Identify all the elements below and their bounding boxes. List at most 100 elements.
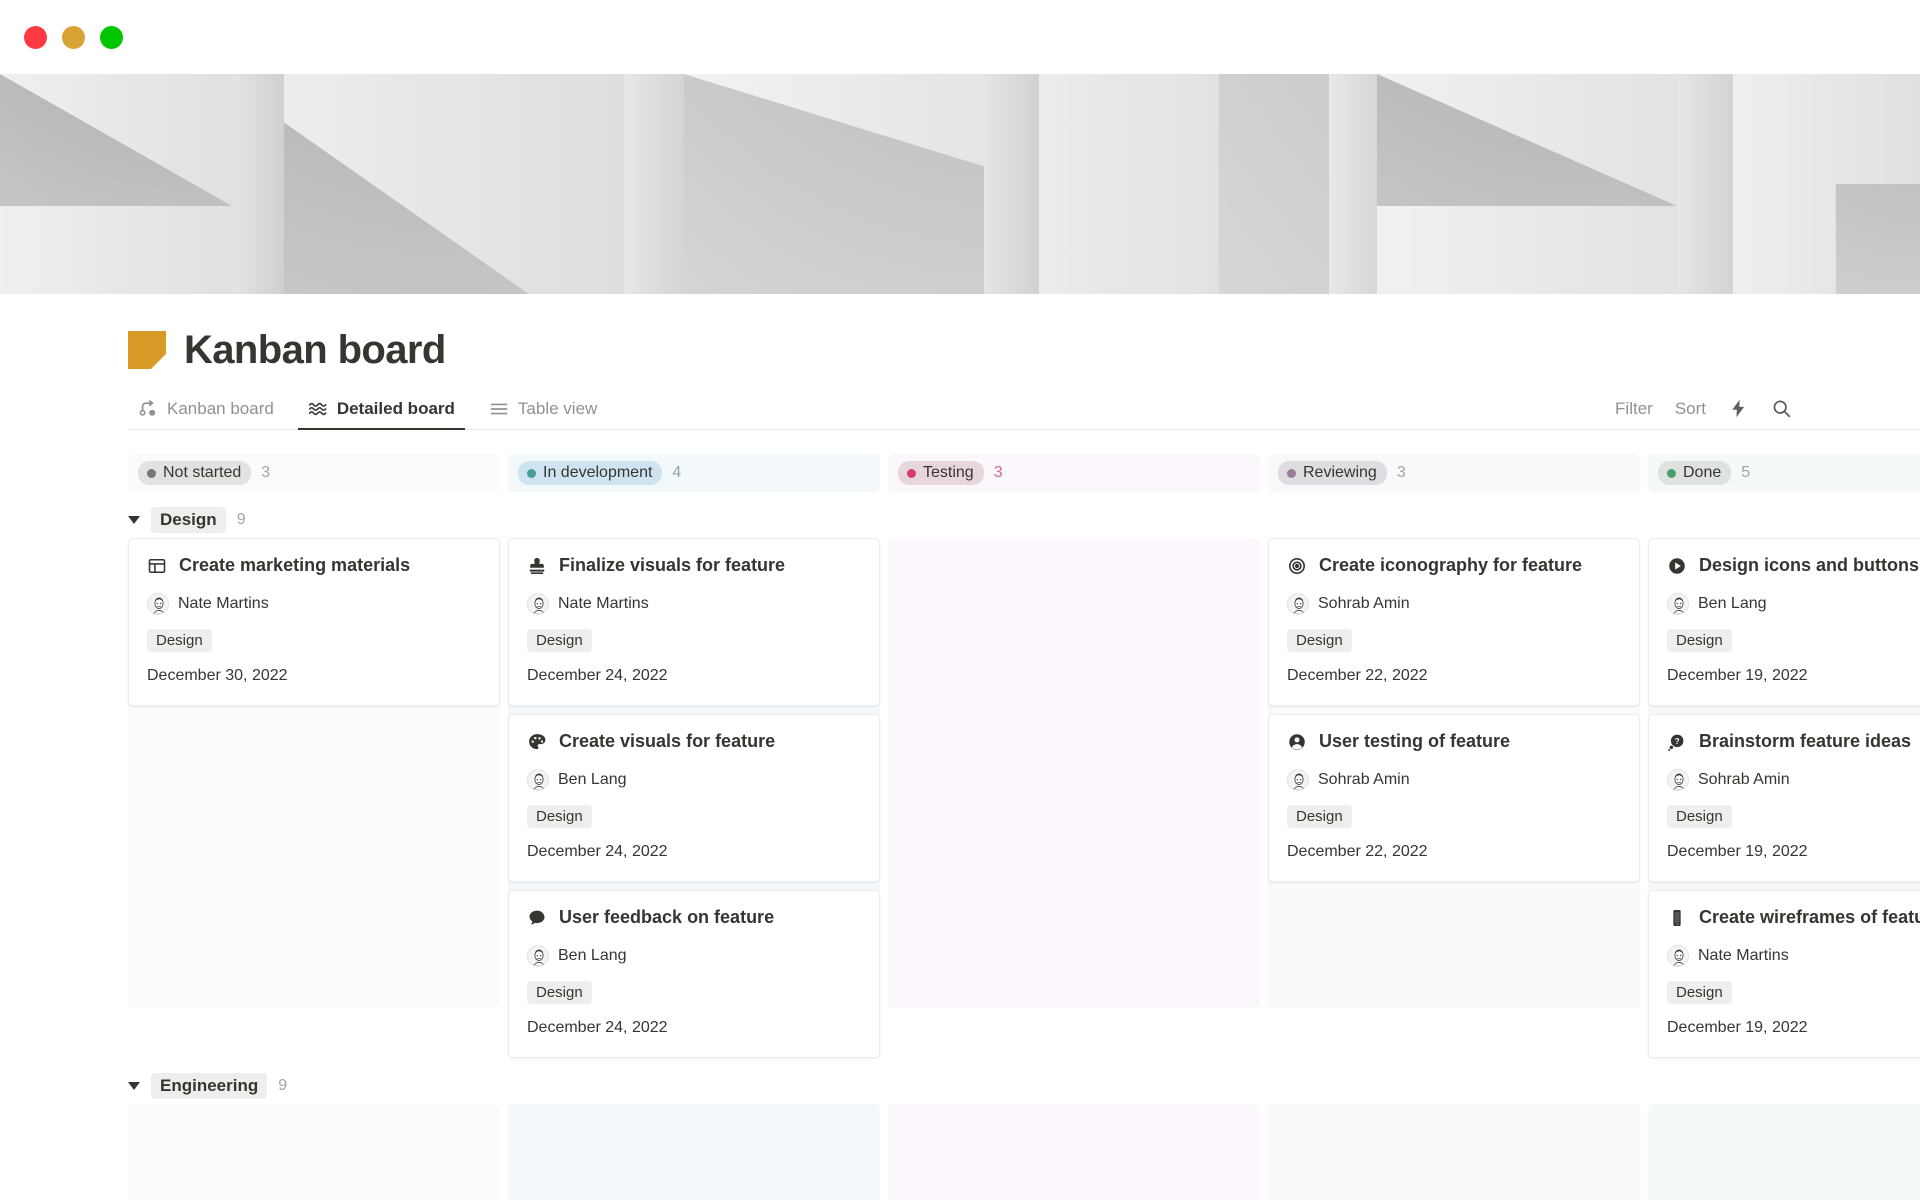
wavy-lines-icon — [308, 399, 328, 419]
status-label: Not started — [163, 464, 242, 481]
column-count: 4 — [672, 464, 682, 481]
card-tag-row: Design — [527, 981, 861, 1019]
column-header-not-started[interactable]: Not started 3 — [128, 454, 500, 492]
column-count: 3 — [1396, 464, 1406, 481]
assignee-name: Sohrab Amin — [1318, 595, 1410, 612]
card-stack — [128, 1104, 500, 1200]
card-date: December 19, 2022 — [1667, 667, 1808, 684]
palette-icon — [527, 732, 547, 752]
play-circle-icon — [1667, 556, 1687, 576]
card-title: Design icons and buttons — [1699, 555, 1920, 575]
assignee-name: Nate Martins — [558, 595, 649, 612]
card-title: Create visuals for feature — [559, 731, 776, 751]
card-tag: Design — [1667, 629, 1732, 652]
avatar — [1287, 593, 1309, 615]
status-dot — [1287, 468, 1296, 478]
status-label: Done — [1683, 464, 1722, 481]
close-button[interactable] — [24, 25, 47, 49]
board-column: Testing 3 — [888, 454, 1260, 492]
card-assignee: Nate Martins — [147, 593, 481, 615]
card-stack — [1268, 1104, 1640, 1200]
kanban-card[interactable]: Design icons and buttons Ben Lang Design De… — [1648, 538, 1920, 706]
card-title-row: Create iconography for feature — [1287, 555, 1621, 576]
card-stack: Design icons and buttons Ben Lang Design De… — [1648, 538, 1920, 1058]
tab-table-view[interactable]: Table view — [479, 395, 607, 430]
collapse-caret-icon[interactable] — [128, 516, 140, 524]
filter-button[interactable]: Filter — [1615, 398, 1653, 418]
card-tag-row: Design — [1287, 629, 1621, 667]
card-stack — [1648, 1104, 1920, 1200]
kanban-card[interactable]: ? Brainstorm feature ideas Sohrab Amin Desi… — [1648, 714, 1920, 882]
view-tabbar: Kanban board Detailed board — [128, 394, 1920, 430]
assignee-name: Sohrab Amin — [1698, 771, 1790, 788]
card-assignee: Ben Lang — [527, 945, 861, 967]
lightning-bolt-icon[interactable] — [1728, 398, 1749, 419]
avatar — [1667, 593, 1689, 615]
status-dot — [147, 468, 156, 478]
card-date: December 30, 2022 — [147, 667, 288, 684]
collapse-caret-icon[interactable] — [128, 1082, 140, 1090]
card-title: User feedback on feature — [559, 907, 775, 927]
status-chip: In development — [518, 461, 663, 485]
sticky-note-icon[interactable] — [128, 331, 166, 369]
group-name-chip[interactable]: Engineering — [151, 1073, 268, 1099]
view-tabs: Kanban board Detailed board — [128, 394, 621, 430]
kanban-card[interactable]: Create visuals for feature Ben Lang Design… — [508, 714, 880, 882]
cover-panel — [284, 74, 624, 294]
card-title: Create wireframes of feature — [1699, 907, 1920, 927]
card-stack — [508, 1104, 880, 1200]
card-assignee: Nate Martins — [527, 593, 861, 615]
tab-detailed-board[interactable]: Detailed board — [297, 395, 465, 430]
list-lines-icon — [489, 399, 509, 419]
board-group: Design 9 Create marketing materials Nate Ma… — [128, 492, 1920, 1058]
kanban-card[interactable]: Create marketing materials Nate Martins De… — [128, 538, 500, 706]
column-header-reviewing[interactable]: Reviewing 3 — [1268, 454, 1640, 492]
status-chip: Not started — [138, 461, 252, 485]
card-tag: Design — [527, 981, 592, 1004]
page-title-row: Kanban board — [128, 294, 1920, 394]
assignee-name: Ben Lang — [1698, 595, 1767, 612]
group-name-chip[interactable]: Design — [151, 507, 226, 533]
column-count: 3 — [993, 464, 1003, 481]
card-date: December 24, 2022 — [527, 843, 668, 860]
status-dot — [1667, 468, 1676, 478]
kanban-card[interactable]: Create iconography for feature Sohrab Ami… — [1268, 538, 1640, 706]
card-date: December 19, 2022 — [1667, 843, 1808, 860]
card-title: Brainstorm feature ideas — [1699, 731, 1912, 751]
board-groups: Design 9 Create marketing materials Nate Ma… — [128, 492, 1920, 1200]
card-tag: Design — [1667, 981, 1732, 1004]
minimize-button[interactable] — [62, 25, 85, 49]
sort-button[interactable]: Sort — [1674, 398, 1706, 418]
column-header-testing[interactable]: Testing 3 — [888, 454, 1260, 492]
card-stack: Create iconography for feature Sohrab Ami… — [1268, 538, 1640, 1008]
svg-text:?: ? — [1675, 737, 1680, 746]
card-title-row: User feedback on feature — [527, 907, 861, 928]
kanban-card[interactable]: User testing of feature Sohrab Amin Design… — [1268, 714, 1640, 882]
group-body — [128, 1104, 1920, 1200]
card-title: Create marketing materials — [179, 555, 411, 575]
avatar — [147, 593, 169, 615]
kanban-card[interactable]: Finalize visuals for feature Nate Martins… — [508, 538, 880, 706]
card-tag-row: Design — [1667, 981, 1920, 1019]
kanban-card[interactable]: User feedback on feature Ben Lang Design De… — [508, 890, 880, 1058]
maximize-button[interactable] — [100, 25, 123, 49]
cover-panel — [984, 74, 1039, 294]
stamp-icon — [527, 556, 547, 576]
card-tag-row: Design — [1667, 805, 1920, 843]
kanban-card[interactable]: Create wireframes of feature Nate Martins… — [1648, 890, 1920, 1058]
column-header-in-development[interactable]: In development 4 — [508, 454, 880, 492]
group-count: 9 — [236, 511, 246, 528]
board-column: Not started 3 — [128, 454, 500, 492]
search-icon[interactable] — [1771, 398, 1792, 419]
status-chip: Reviewing — [1278, 461, 1387, 485]
group-body: Create marketing materials Nate Martins De… — [128, 538, 1920, 1058]
avatar — [527, 593, 549, 615]
tab-kanban-board[interactable]: Kanban board — [128, 395, 284, 430]
column-count: 5 — [1741, 464, 1751, 481]
window-titlebar — [0, 0, 1920, 74]
avatar — [1667, 769, 1689, 791]
column-header-done[interactable]: Done 5 — [1648, 454, 1920, 492]
card-assignee: Nate Martins — [1667, 945, 1920, 967]
board-column-headers: Not started 3 In development 4 Testing 3 Revie… — [128, 430, 1920, 492]
card-title-row: Create wireframes of feature — [1667, 907, 1920, 928]
